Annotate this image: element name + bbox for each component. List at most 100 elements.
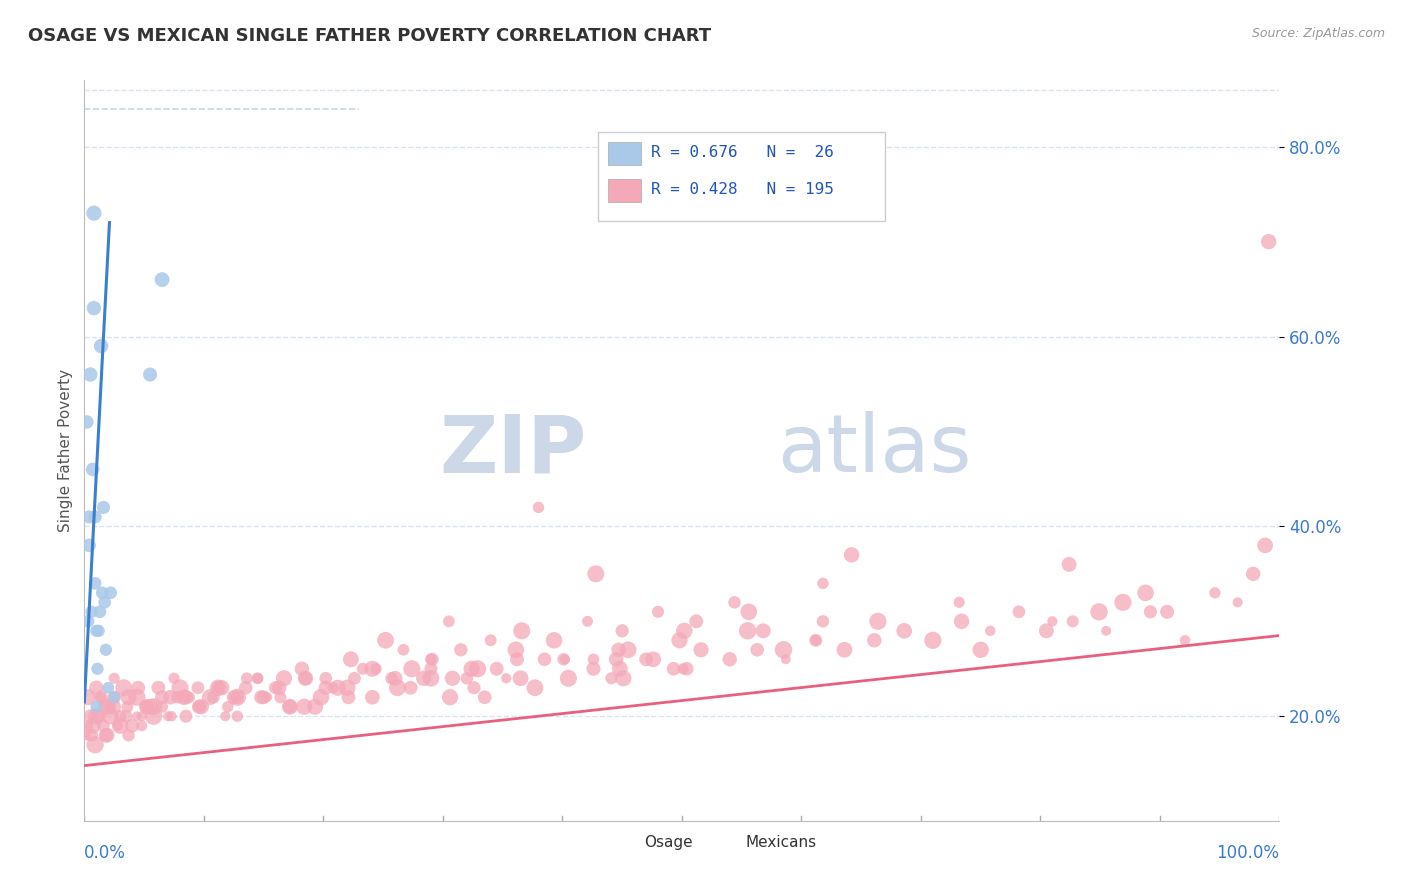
Point [1254, 538, 1277, 552]
Point [157, 709, 180, 723]
Point [86, 709, 108, 723]
Point [294, 671, 316, 685]
Point [110, 719, 132, 733]
Point [643, 652, 665, 666]
Point [142, 709, 165, 723]
Point [264, 681, 287, 695]
Point [582, 662, 605, 676]
Point [187, 699, 209, 714]
Point [439, 690, 461, 705]
Point [166, 690, 188, 705]
Point [922, 633, 945, 648]
Point [380, 671, 402, 685]
Point [90, 690, 112, 705]
Point [190, 699, 212, 714]
Point [752, 624, 775, 638]
Point [1008, 605, 1031, 619]
Point [420, 662, 443, 676]
FancyBboxPatch shape [711, 834, 738, 850]
Point [585, 566, 607, 581]
Point [236, 671, 259, 685]
Point [77, 538, 100, 552]
Point [463, 681, 485, 695]
Point [485, 662, 508, 676]
Text: atlas: atlas [778, 411, 972, 490]
Point [420, 652, 443, 666]
Point [217, 699, 239, 714]
Point [460, 662, 482, 676]
Point [273, 671, 295, 685]
Point [340, 652, 363, 666]
Point [474, 690, 496, 705]
Point [93, 595, 115, 609]
Point [107, 719, 129, 733]
Point [1095, 624, 1118, 638]
Point [174, 690, 197, 705]
Point [179, 690, 201, 705]
Point [100, 709, 122, 723]
Point [690, 642, 713, 657]
Point [834, 642, 856, 657]
Point [527, 500, 550, 515]
Point [747, 642, 769, 657]
Point [226, 690, 249, 705]
Point [948, 595, 970, 609]
Point [82, 462, 104, 476]
Point [557, 671, 579, 685]
Point [125, 709, 148, 723]
Point [1204, 586, 1226, 600]
Point [523, 681, 546, 695]
Point [169, 681, 191, 695]
Point [326, 681, 349, 695]
Point [950, 615, 973, 629]
Point [399, 681, 422, 695]
Point [94, 642, 117, 657]
Point [96, 728, 118, 742]
Point [811, 576, 834, 591]
Point [214, 709, 236, 723]
Point [250, 690, 273, 705]
Point [352, 662, 374, 676]
Text: 100.0%: 100.0% [1216, 845, 1279, 863]
Point [1112, 595, 1135, 609]
Point [612, 671, 634, 685]
Point [207, 681, 229, 695]
FancyBboxPatch shape [607, 178, 641, 202]
Point [582, 652, 605, 666]
Point [163, 671, 186, 685]
Point [811, 615, 834, 629]
Point [211, 681, 233, 695]
Point [315, 681, 337, 695]
Point [374, 633, 396, 648]
Point [93, 719, 115, 733]
Point [90, 339, 112, 353]
Point [506, 652, 529, 666]
Point [412, 671, 434, 685]
Point [866, 615, 889, 629]
FancyBboxPatch shape [607, 142, 641, 165]
Point [139, 368, 162, 382]
Point [437, 615, 460, 629]
Point [89, 605, 111, 619]
Point [804, 633, 827, 648]
Point [269, 681, 291, 695]
Point [188, 699, 211, 714]
Point [79, 368, 101, 382]
Point [304, 699, 326, 714]
Point [83, 206, 105, 220]
Point [291, 662, 314, 676]
Point [103, 671, 125, 685]
Point [467, 662, 489, 676]
Point [315, 671, 337, 685]
Point [110, 709, 132, 723]
Point [77, 509, 100, 524]
Point [84, 576, 107, 591]
Point [86, 681, 108, 695]
Point [246, 671, 269, 685]
Point [420, 671, 443, 685]
Text: Mexicans: Mexicans [745, 835, 817, 849]
Point [662, 662, 685, 676]
Point [553, 652, 575, 666]
FancyBboxPatch shape [599, 132, 886, 221]
Point [198, 690, 221, 705]
